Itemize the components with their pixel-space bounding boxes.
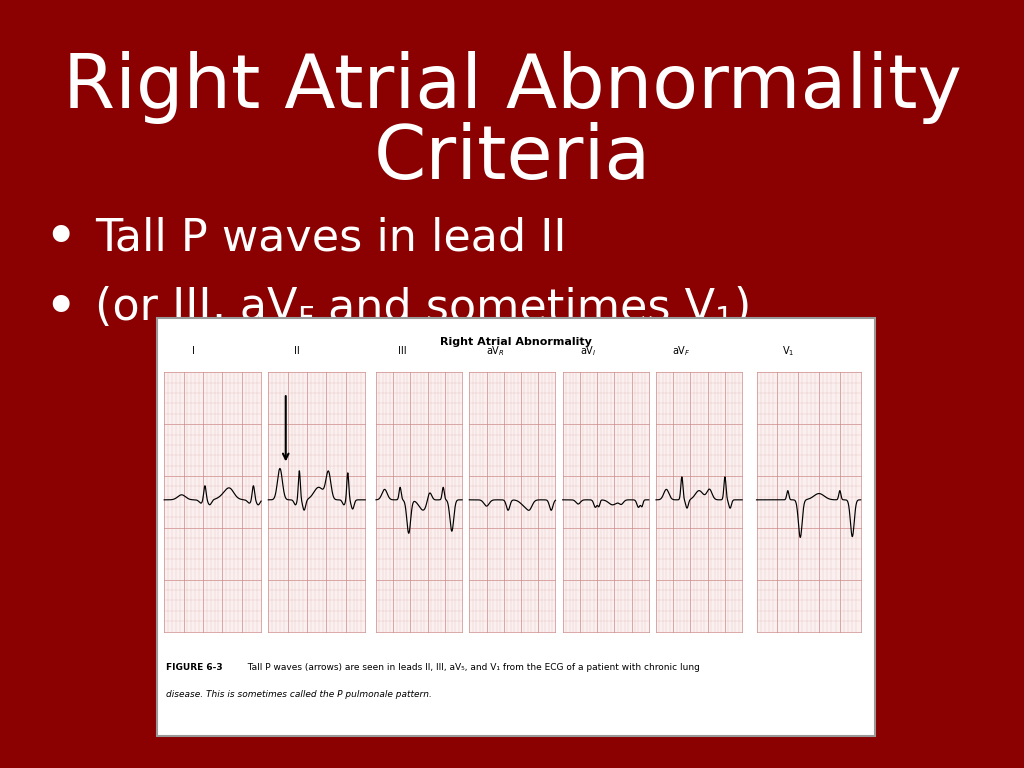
Text: and sometimes V: and sometimes V (314, 286, 715, 329)
Text: II: II (295, 346, 300, 356)
Text: disease. This is sometimes called the P pulmonale pattern.: disease. This is sometimes called the P … (166, 690, 432, 699)
Bar (757, 372, 860, 631)
Bar (157, 318, 874, 736)
Text: aV$_I$: aV$_I$ (581, 345, 597, 359)
Text: FIGURE 6-3: FIGURE 6-3 (166, 663, 223, 672)
Text: F: F (298, 305, 314, 333)
Text: •: • (43, 280, 77, 336)
Bar (164, 372, 261, 631)
Text: Tall P waves (arrows) are seen in leads II, III, aV₅, and V₁ from the ECG of a p: Tall P waves (arrows) are seen in leads … (242, 663, 699, 672)
Bar (376, 372, 462, 631)
Bar (268, 372, 366, 631)
Bar (562, 372, 649, 631)
Text: Right Atrial Abnormality: Right Atrial Abnormality (62, 51, 962, 124)
Text: ): ) (733, 286, 751, 329)
Text: III: III (397, 346, 407, 356)
Text: Tall P waves in lead II: Tall P waves in lead II (95, 217, 566, 260)
Text: 1: 1 (715, 305, 733, 333)
Text: (or III, aV: (or III, aV (95, 286, 298, 329)
Text: •: • (43, 210, 77, 266)
Text: V$_1$: V$_1$ (781, 345, 794, 359)
Text: Right Atrial Abnormality: Right Atrial Abnormality (440, 337, 592, 347)
Text: I: I (191, 346, 195, 356)
Text: aV$_F$: aV$_F$ (673, 345, 691, 359)
Bar (656, 372, 742, 631)
Text: Criteria: Criteria (374, 121, 650, 194)
Bar (469, 372, 555, 631)
Text: aV$_R$: aV$_R$ (485, 345, 505, 359)
